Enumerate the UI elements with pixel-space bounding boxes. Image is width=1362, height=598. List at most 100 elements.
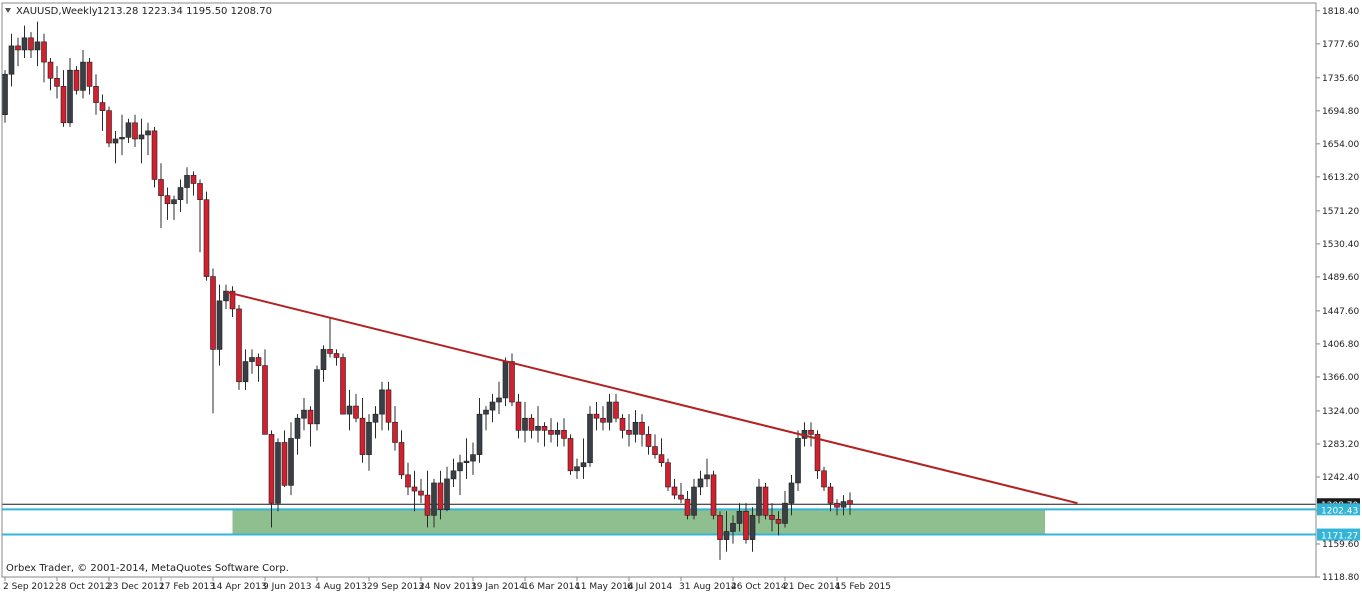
candle	[769, 503, 775, 532]
candle-body	[535, 425, 541, 431]
candle-body	[171, 199, 177, 205]
x-tick-label: 16 Mar 2014	[523, 582, 580, 592]
candle	[470, 442, 476, 475]
candle	[613, 393, 619, 423]
candle-body	[145, 130, 151, 136]
candle-body	[580, 462, 587, 468]
candle	[177, 179, 184, 212]
candle	[99, 94, 106, 131]
candle-body	[340, 357, 346, 415]
candle-body	[749, 515, 756, 540]
candle	[476, 397, 483, 463]
candle-body	[496, 397, 502, 403]
candle-body	[795, 438, 801, 484]
candle	[54, 66, 60, 99]
candle	[327, 317, 333, 358]
candle-body	[288, 438, 294, 486]
candle	[574, 458, 580, 479]
candle	[242, 349, 249, 390]
price-label-text: 1202.43	[1321, 506, 1358, 516]
candle-body	[242, 361, 249, 383]
candle-body	[645, 434, 652, 447]
candle-body	[697, 478, 704, 488]
y-tick-label: 1777.60	[1322, 40, 1359, 50]
candle	[320, 345, 327, 382]
candle	[496, 381, 502, 415]
candle-body	[184, 175, 190, 188]
candle	[398, 430, 405, 479]
candle	[8, 33, 15, 87]
candle	[28, 32, 34, 59]
candle	[840, 495, 847, 516]
candle-body	[8, 45, 15, 75]
y-tick-label: 1118.80	[1322, 573, 1359, 583]
candle	[424, 470, 431, 528]
candle-body	[197, 183, 203, 200]
candle-body	[554, 430, 561, 435]
candle	[418, 478, 424, 504]
candle-body	[574, 466, 580, 472]
candle-body	[236, 308, 242, 383]
candle	[73, 66, 80, 95]
candle	[593, 402, 600, 431]
triangle-down-icon[interactable]	[5, 8, 11, 13]
candle	[626, 414, 632, 447]
candle	[294, 414, 301, 455]
candle-body	[847, 500, 853, 505]
candle-body	[379, 389, 385, 415]
price-label: 1202.43	[1317, 503, 1360, 516]
candle	[93, 74, 99, 115]
candle	[15, 37, 21, 67]
candle-body	[808, 430, 814, 435]
candle	[645, 426, 652, 455]
candle	[262, 349, 268, 435]
candle	[60, 70, 67, 127]
descending-trendline[interactable]	[225, 290, 1078, 505]
candle-body	[314, 369, 320, 425]
x-tick-label: 29 Sep 2013	[367, 582, 424, 592]
candle	[223, 284, 229, 309]
candle-body	[125, 122, 132, 138]
candle-body	[333, 353, 340, 358]
candle	[385, 381, 392, 431]
x-tick-label: 17 Feb 2013	[159, 582, 215, 592]
candle	[392, 406, 398, 451]
candle	[275, 438, 281, 512]
candle	[132, 114, 138, 148]
candle-body	[151, 130, 158, 180]
candle	[717, 511, 723, 560]
candle	[249, 349, 255, 374]
candle-body	[704, 474, 710, 480]
y-tick-label: 1571.20	[1322, 207, 1359, 217]
candle	[125, 118, 132, 144]
candle-body	[405, 474, 411, 488]
candle-body	[255, 357, 262, 366]
price-label-text: 1171.27	[1321, 532, 1358, 542]
candle-body	[606, 401, 613, 423]
candle	[151, 126, 158, 188]
candle-body	[710, 474, 717, 516]
candle	[379, 381, 385, 431]
candle	[684, 491, 691, 520]
candle	[21, 25, 28, 59]
candle	[847, 492, 853, 515]
candle-body	[119, 137, 125, 140]
candle-body	[483, 409, 489, 415]
x-tick-label: 15 Feb 2015	[835, 582, 891, 592]
ohlc-readout: 1213.28 1223.34 1195.50 1208.70	[97, 6, 272, 17]
candle-body	[34, 41, 41, 51]
y-tick-label: 1530.40	[1322, 240, 1359, 250]
candle	[639, 414, 645, 447]
candle-body	[827, 486, 834, 504]
y-tick-label: 1283.20	[1322, 440, 1359, 450]
x-tick-label: 14 Apr 2013	[211, 582, 267, 592]
candle	[736, 503, 743, 532]
candle-body	[275, 442, 281, 504]
candle-body	[99, 102, 106, 111]
candle-body	[658, 454, 665, 464]
candle	[600, 406, 606, 431]
candle	[561, 418, 567, 447]
y-tick-label: 1406.80	[1322, 340, 1359, 350]
